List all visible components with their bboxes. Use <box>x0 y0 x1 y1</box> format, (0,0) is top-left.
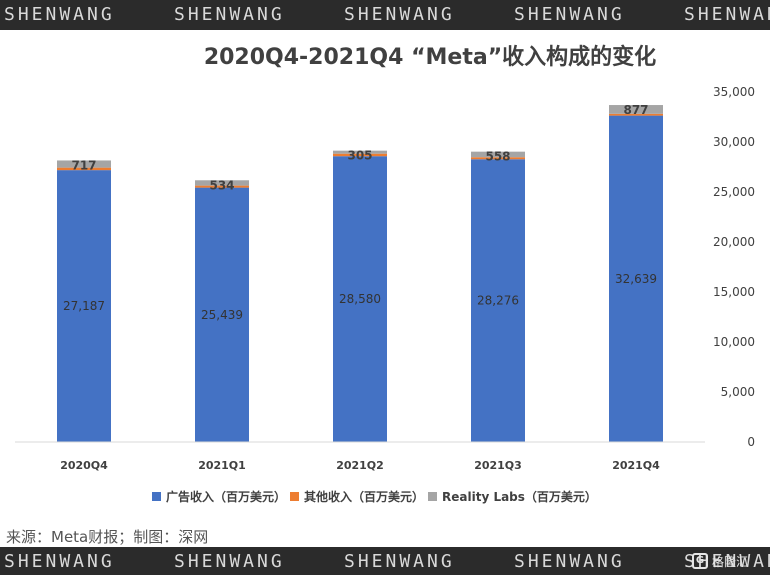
data-label: 717 <box>71 158 96 172</box>
bar-segment <box>333 156 387 442</box>
y-tick-label: 35,000 <box>713 85 755 99</box>
y-tick-label: 0 <box>747 435 755 449</box>
data-label: 28,580 <box>339 292 381 306</box>
watermark-text: SHENWANG <box>174 4 285 25</box>
watermark-bar-top: SHENWANG SHENWANG SHENWANG SHENWANG SHENWANG <box>0 0 770 30</box>
bar-segment <box>195 187 249 442</box>
bars-group: 27,187 717 25,439 534 28,580 305 28,276 558 32,6… <box>57 103 663 443</box>
y-tick-label: 15,000 <box>713 285 755 299</box>
legend-swatch <box>428 492 437 501</box>
bar-segment <box>57 170 111 442</box>
bar-segment <box>471 159 525 443</box>
watermark-text: SHENWANG <box>344 4 455 25</box>
data-label: 558 <box>485 150 510 164</box>
bar-segment <box>471 151 525 158</box>
legend-label: 其他收入（百万美元） <box>304 489 424 504</box>
bar-segment <box>609 105 663 114</box>
y-tick-label: 10,000 <box>713 335 755 349</box>
bar-segment <box>609 113 663 116</box>
bar-segment <box>471 157 525 160</box>
y-tick-label: 20,000 <box>713 235 755 249</box>
data-label: 877 <box>623 103 648 117</box>
legend-swatch <box>152 492 161 501</box>
watermark-text: SHENWANG <box>514 4 625 25</box>
watermark-bar-bottom: SHENWANGSHENWANGSHENWANGSHENWANGSHENWANG <box>0 547 770 575</box>
logo-text: 格隆汇 <box>712 554 749 569</box>
legend-label: 广告收入（百万美元） <box>166 489 286 504</box>
x-tick-label: 2021Q3 <box>474 459 522 472</box>
x-axis: 2020Q4 2021Q1 2021Q2 2021Q3 2021Q4 <box>15 441 705 472</box>
data-label: 534 <box>209 178 234 192</box>
logo: G 格隆汇 <box>692 550 766 572</box>
x-tick-label: 2020Q4 <box>60 459 108 472</box>
y-tick-label: 5,000 <box>721 385 755 399</box>
data-label: 27,187 <box>63 299 105 313</box>
bar-segment <box>57 160 111 168</box>
stacked-bar-chart: 2020Q4-2021Q4 “Meta”收入构成的变化 0 5,000 10,000… <box>15 44 755 504</box>
legend: 广告收入（百万美元） 其他收入（百万美元） Reality Labs（百万美元） <box>152 489 597 504</box>
legend-label: Reality Labs（百万美元） <box>442 489 597 504</box>
bar-segment <box>609 115 663 443</box>
watermark-text: SHENWANG <box>174 551 285 572</box>
watermark-text: SHENWANG <box>514 551 625 572</box>
bar-segment <box>333 153 387 157</box>
data-label: 25,439 <box>201 308 243 322</box>
bar-segment <box>333 150 387 154</box>
legend-swatch <box>290 492 299 501</box>
chart-title: 2020Q4-2021Q4 “Meta”收入构成的变化 <box>204 44 656 70</box>
y-axis: 0 5,000 10,000 15,000 20,000 25,000 30,000 35,0… <box>713 85 755 449</box>
x-tick-label: 2021Q2 <box>336 459 384 472</box>
data-label: 305 <box>347 149 372 163</box>
x-tick-label: 2021Q4 <box>612 459 660 472</box>
y-tick-label: 25,000 <box>713 185 755 199</box>
data-label: 32,639 <box>615 272 657 286</box>
bar-segment <box>195 180 249 186</box>
y-tick-label: 30,000 <box>713 135 755 149</box>
watermark-text: SHENWANG <box>4 551 115 572</box>
watermark-text: SHENWANG <box>684 4 770 25</box>
x-tick-label: 2021Q1 <box>198 459 246 472</box>
glh-logo-icon: G <box>692 553 708 569</box>
bar-segment <box>195 185 249 188</box>
watermark-text: SHENWANG <box>4 4 115 25</box>
source-note: 来源：Meta财报；制图：深网 <box>6 528 209 546</box>
bar-segment <box>57 167 111 171</box>
data-label: 28,276 <box>477 294 519 308</box>
watermark-text: SHENWANG <box>344 551 455 572</box>
